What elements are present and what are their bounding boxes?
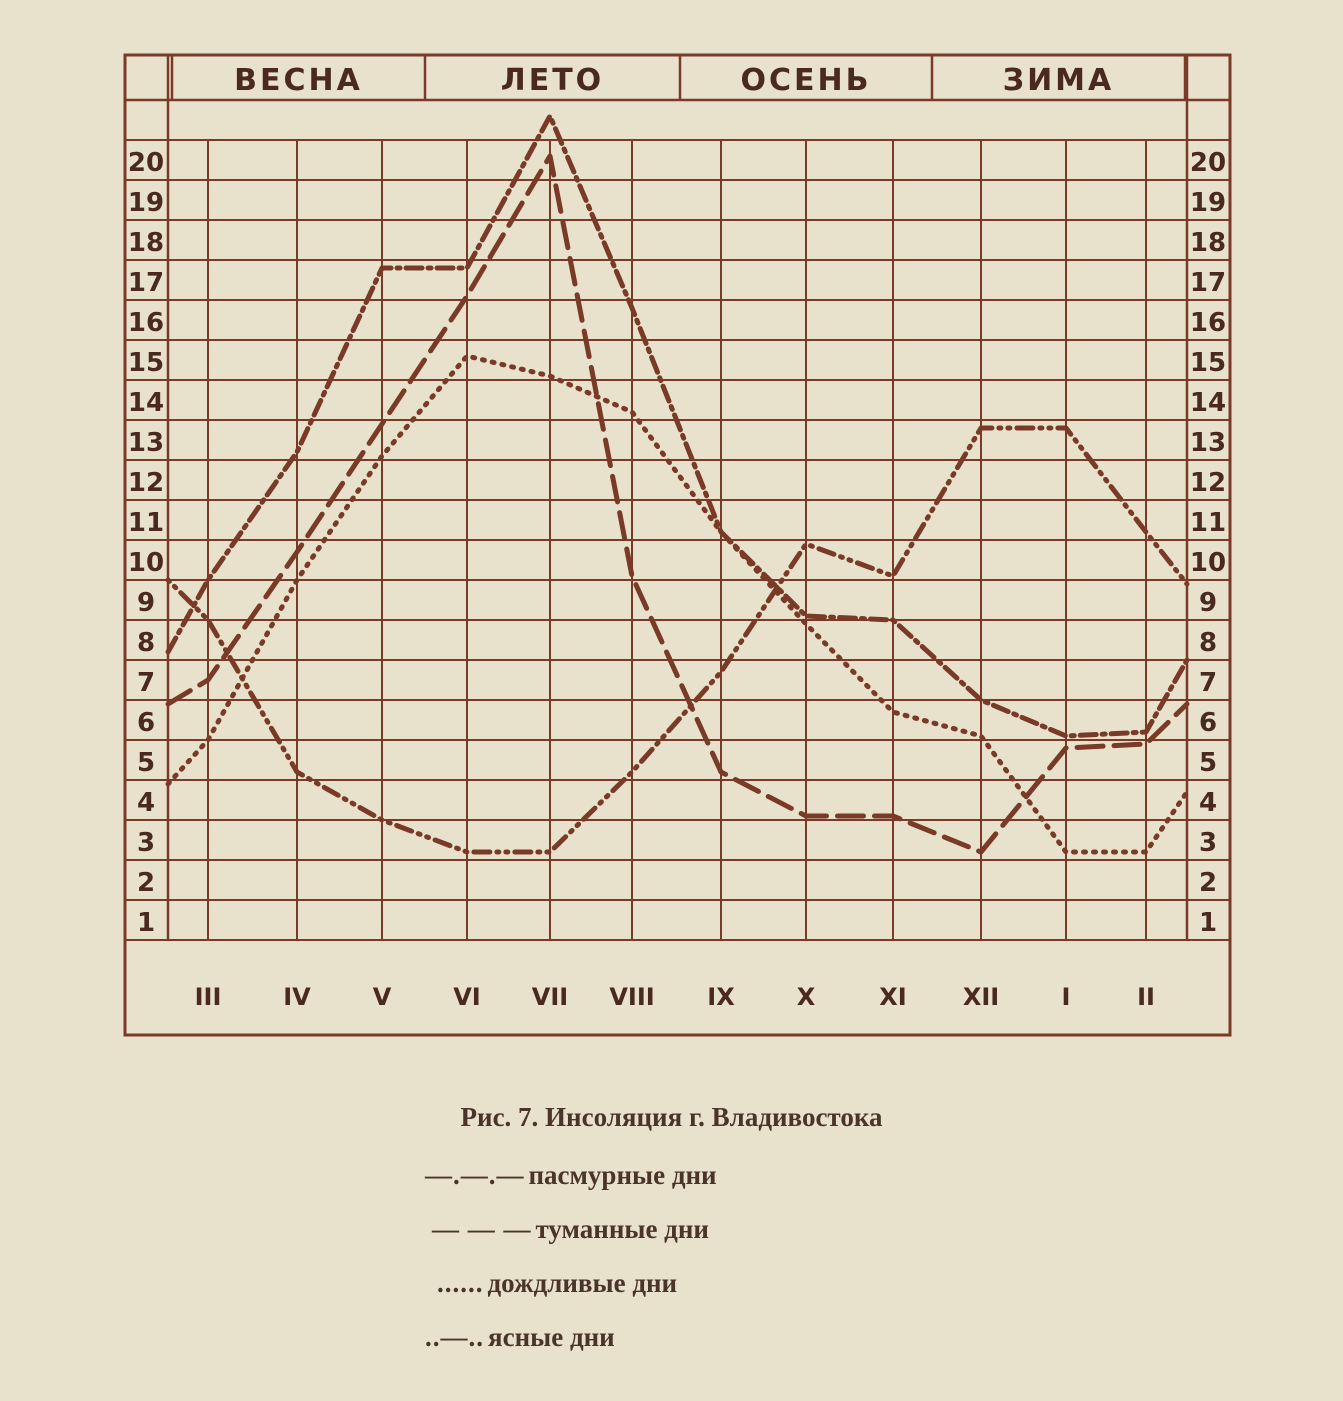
legend-label: дождливые дни (487, 1268, 678, 1298)
chart-title: Рис. 7. Инсоляция г. Владивостока (460, 1102, 883, 1132)
series-line-0 (165, 113, 1190, 739)
legend-label: ясные дни (488, 1322, 615, 1352)
y-tick-label-left: 5 (137, 748, 155, 778)
y-tick-label-right: 18 (1190, 228, 1226, 258)
legend-item-clear: ..—.. ясные дни (425, 1322, 615, 1353)
legend-sample: ..—.. (425, 1322, 484, 1352)
y-tick-label-left: 8 (137, 628, 155, 658)
series-line-2 (165, 353, 1190, 855)
x-tick-label: II (1137, 983, 1155, 1011)
y-tick-label-right: 6 (1199, 708, 1217, 738)
legend-sample: ...... (437, 1268, 484, 1298)
y-tick-label-right: 8 (1199, 628, 1217, 658)
y-tick-label-right: 3 (1199, 828, 1217, 858)
y-tick-label-left: 17 (128, 268, 164, 298)
legend-sample: — — — (432, 1214, 532, 1244)
season-label: ВЕСНА (234, 63, 363, 98)
y-tick-label-left: 18 (128, 228, 164, 258)
x-tick-label: V (373, 983, 392, 1011)
x-tick-label: VIII (609, 983, 654, 1011)
legend-label: туманные дни (535, 1214, 709, 1244)
x-tick-label: XII (963, 983, 999, 1011)
legend-item-rainy: ...... дождливые дни (437, 1268, 677, 1299)
series-line-1 (165, 153, 1190, 855)
series-line-3 (165, 425, 1190, 855)
y-tick-label-left: 1 (137, 908, 155, 938)
x-tick-label: VI (453, 983, 481, 1011)
season-label: ЗИМА (1003, 63, 1115, 98)
y-tick-label-left: 16 (128, 308, 164, 338)
y-tick-label-left: 2 (137, 868, 155, 898)
y-tick-label-left: 13 (128, 428, 164, 458)
y-tick-label-right: 11 (1190, 508, 1226, 538)
y-tick-label-left: 15 (128, 348, 164, 378)
y-tick-label-right: 5 (1199, 748, 1217, 778)
y-tick-label-right: 17 (1190, 268, 1226, 298)
y-tick-label-right: 19 (1190, 188, 1226, 218)
y-tick-label-right: 16 (1190, 308, 1226, 338)
season-label: ОСЕНЬ (741, 63, 872, 98)
y-tick-label-left: 3 (137, 828, 155, 858)
y-tick-label-left: 20 (128, 148, 164, 178)
y-tick-label-left: 12 (128, 468, 164, 498)
y-tick-label-right: 13 (1190, 428, 1226, 458)
y-tick-label-left: 6 (137, 708, 155, 738)
legend-item-overcast: —.—.— пасмурные дни (425, 1160, 717, 1191)
y-tick-label-right: 7 (1199, 668, 1217, 698)
x-tick-label: IX (707, 983, 735, 1011)
y-tick-label-left: 19 (128, 188, 164, 218)
y-tick-label-left: 10 (128, 548, 164, 578)
x-tick-label: XI (879, 983, 906, 1011)
y-tick-label-right: 9 (1199, 588, 1217, 618)
y-tick-label-right: 14 (1190, 388, 1226, 418)
y-tick-label-right: 10 (1190, 548, 1226, 578)
y-tick-label-left: 7 (137, 668, 155, 698)
y-tick-label-right: 20 (1190, 148, 1226, 178)
x-tick-label: IV (283, 983, 311, 1011)
y-tick-label-right: 4 (1199, 788, 1217, 818)
legend-item-foggy: — — — туманные дни (432, 1214, 709, 1245)
y-tick-label-left: 9 (137, 588, 155, 618)
legend-label: пасмурные дни (528, 1160, 717, 1190)
x-tick-label: III (195, 983, 222, 1011)
y-tick-label-left: 14 (128, 388, 164, 418)
chart-frame (123, 53, 1232, 1037)
x-tick-label: X (797, 983, 816, 1011)
y-tick-label-left: 11 (128, 508, 164, 538)
season-label: ЛЕТО (501, 63, 604, 98)
y-tick-label-right: 1 (1199, 908, 1217, 938)
y-tick-label-right: 2 (1199, 868, 1217, 898)
x-tick-label: VII (532, 983, 568, 1011)
y-tick-label-right: 15 (1190, 348, 1226, 378)
x-tick-label: I (1062, 983, 1071, 1011)
y-tick-label-right: 12 (1190, 468, 1226, 498)
legend-sample: —.—.— (425, 1160, 525, 1190)
y-tick-label-left: 4 (137, 788, 155, 818)
